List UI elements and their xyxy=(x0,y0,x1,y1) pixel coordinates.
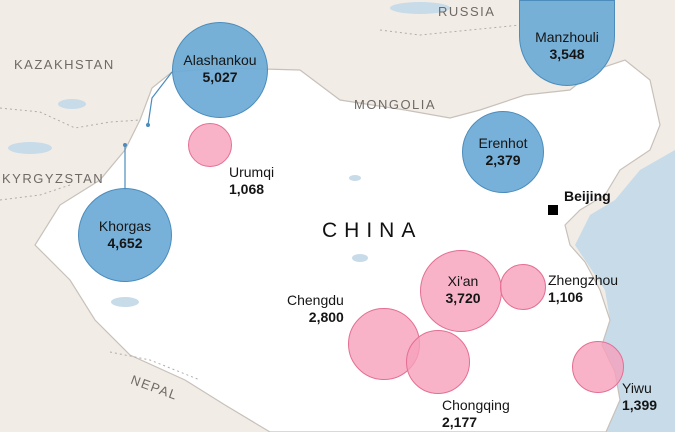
chongqing-label: Chongqing 2,177 xyxy=(442,397,510,431)
city-value: 2,379 xyxy=(485,152,521,168)
city-name: Alashankou xyxy=(183,52,257,68)
border-kazakhstan xyxy=(0,107,141,129)
manzhouli-label: Manzhouli 3,548 xyxy=(535,29,599,63)
lake xyxy=(58,99,86,109)
chongqing-bubble xyxy=(406,330,470,394)
city-name: Chongqing xyxy=(442,397,510,413)
city-name: Erenhot xyxy=(478,135,528,151)
zhengzhou-bubble xyxy=(500,264,546,310)
city-name: Xi'an xyxy=(447,273,479,289)
city-value: 1,068 xyxy=(229,181,265,197)
city-value: 3,720 xyxy=(445,290,481,306)
erenhot-bubble xyxy=(462,111,544,193)
sea xyxy=(575,150,675,432)
city-value: 4,652 xyxy=(107,235,143,251)
lake xyxy=(111,297,139,307)
manzhouli-bubble xyxy=(519,0,615,86)
alashankou-label: Alashankou 5,027 xyxy=(183,52,256,86)
border-kyrgyzstan xyxy=(0,184,71,201)
city-value: 2,177 xyxy=(442,414,478,430)
chengdu-bubble xyxy=(348,308,420,380)
khorgas-bubble xyxy=(78,188,172,282)
xian-label: Xi'an 3,720 xyxy=(445,273,480,307)
country-label-china: CHINA xyxy=(322,219,423,242)
border-nepal xyxy=(109,351,201,381)
country-label-kyrgyzstan: KYRGYZSTAN xyxy=(2,171,105,186)
urumqi-label: Urumqi 1,068 xyxy=(229,164,274,198)
city-name: Chengdu xyxy=(287,292,344,308)
city-name: Khorgas xyxy=(98,218,152,234)
lake xyxy=(8,142,52,154)
erenhot-label: Erenhot 2,379 xyxy=(478,135,527,169)
alashankou-bubble xyxy=(172,22,268,118)
alashankou-point xyxy=(146,123,150,127)
beijing-label: Beijing xyxy=(564,188,611,204)
city-value: 3,548 xyxy=(549,46,585,62)
country-label-kazakhstan: KAZAKHSTAN xyxy=(14,57,115,72)
lake xyxy=(349,175,361,181)
country-label-mongolia: MONGOLIA xyxy=(354,97,437,112)
yiwu-label: Yiwu 1,399 xyxy=(622,380,657,414)
city-value: 2,800 xyxy=(308,309,344,325)
beijing-marker xyxy=(548,205,558,215)
lake xyxy=(390,2,450,14)
xian-bubble xyxy=(420,250,502,332)
alashankou-leader xyxy=(147,71,173,126)
city-name: Urumqi xyxy=(229,164,275,180)
khorgas-label: Khorgas 4,652 xyxy=(99,218,151,252)
urumqi-bubble xyxy=(188,123,232,167)
city-name: Manzhouli xyxy=(535,29,599,45)
lake xyxy=(352,254,368,262)
city-value: 1,399 xyxy=(622,397,658,413)
zhengzhou-label: Zhengzhou 1,106 xyxy=(548,272,618,306)
city-name: Yiwu xyxy=(622,380,652,396)
border-russia xyxy=(379,24,521,36)
city-value: 5,027 xyxy=(202,69,238,85)
chengdu-label: Chengdu 2,800 xyxy=(287,292,344,326)
city-value: 1,106 xyxy=(548,289,584,305)
city-name: Zhengzhou xyxy=(548,272,619,288)
country-label-russia: RUSSIA xyxy=(438,4,496,19)
yiwu-bubble xyxy=(572,341,624,393)
khorgas-point xyxy=(123,143,127,147)
